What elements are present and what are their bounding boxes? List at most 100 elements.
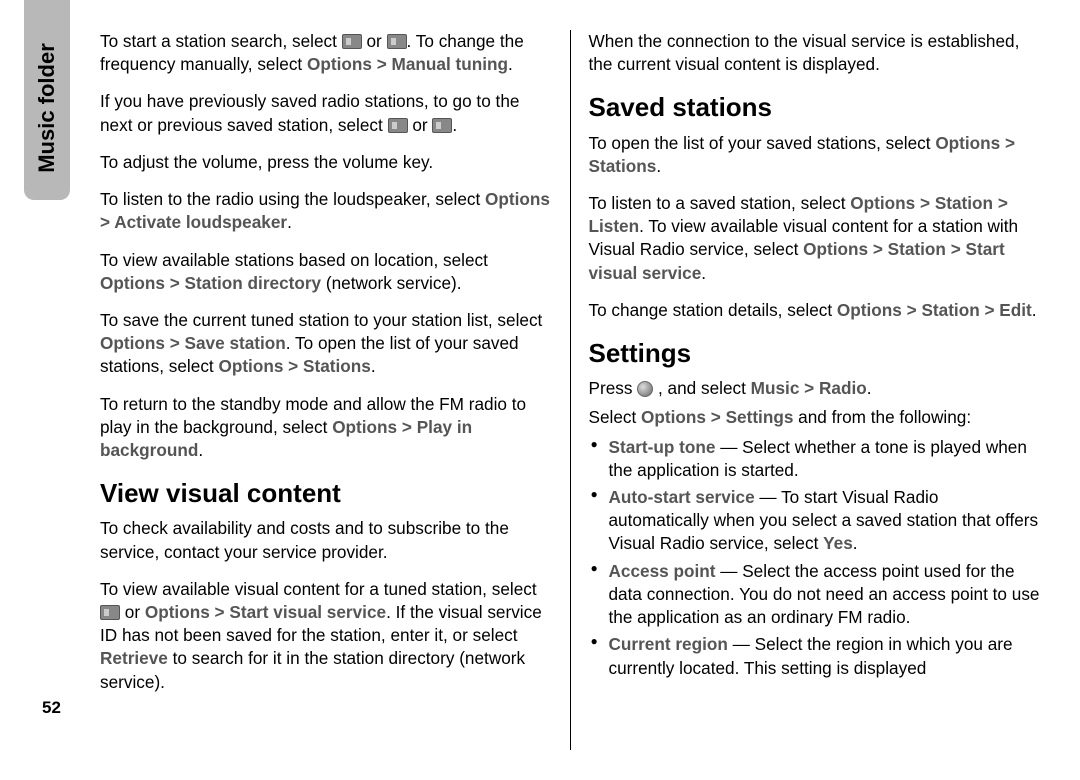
menu-path: Options (100, 333, 165, 353)
para-edit-station: To change station details, select Option… (589, 299, 1041, 322)
menu-path: Activate loudspeaker (114, 212, 287, 232)
menu-path: Options (803, 239, 868, 259)
manual-page: Music folder 52 To start a station searc… (0, 0, 1080, 780)
text: . (1032, 300, 1037, 320)
para-saved-next: If you have previously saved radio stati… (100, 90, 552, 136)
menu-path: Station (921, 300, 979, 320)
menu-path: Edit (999, 300, 1031, 320)
menu-path: Options (935, 133, 1000, 153)
settings-list: Start-up tone — Select whether a tone is… (589, 436, 1041, 680)
text: To save the current tuned station to you… (100, 310, 542, 330)
left-column: To start a station search, select or . T… (100, 30, 570, 750)
para-station-search: To start a station search, select or . T… (100, 30, 552, 76)
setting-current-region: Current region — Select the region in wh… (589, 633, 1041, 679)
sep: > (980, 300, 1000, 320)
menu-path: Radio (819, 378, 867, 398)
text: , and select (653, 378, 750, 398)
menu-path: Options (641, 407, 706, 427)
menu-path: Retrieve (100, 648, 168, 668)
text: . (656, 156, 661, 176)
sep: > (1000, 133, 1015, 153)
text: Select (589, 407, 642, 427)
menu-path: Station directory (185, 273, 322, 293)
visual-icon (100, 605, 120, 620)
text: or (120, 602, 145, 622)
text: To change station details, select (589, 300, 837, 320)
menu-path: Options (145, 602, 210, 622)
para-press-music: Press , and select Music > Radio. (589, 377, 1041, 400)
setting-title: Access point (609, 561, 716, 581)
text: To listen to a saved station, select (589, 193, 851, 213)
setting-title: Current region (609, 634, 728, 654)
sep: > (372, 54, 392, 74)
text: . (867, 378, 872, 398)
sep: > (165, 333, 185, 353)
sep: > (100, 212, 114, 232)
sep: > (946, 239, 966, 259)
para-availability: To check availability and costs and to s… (100, 517, 552, 563)
menu-path: Station (935, 193, 993, 213)
menu-key-icon (637, 381, 653, 397)
para-loudspeaker: To listen to the radio using the loudspe… (100, 188, 552, 234)
menu-path: Stations (589, 156, 657, 176)
para-save-station: To save the current tuned station to you… (100, 309, 552, 379)
menu-path: Options (100, 273, 165, 293)
heading-saved-stations: Saved stations (589, 90, 1041, 125)
text: To listen to the radio using the loudspe… (100, 189, 485, 209)
sep: > (283, 356, 303, 376)
menu-path: Music (751, 378, 800, 398)
setting-title: Start-up tone (609, 437, 716, 457)
sep: > (210, 602, 230, 622)
sep: > (165, 273, 185, 293)
setting-access-point: Access point — Select the access point u… (589, 560, 1041, 630)
prev-station-icon (432, 118, 452, 133)
menu-path: Options (307, 54, 372, 74)
text: (network service). (321, 273, 461, 293)
para-volume: To adjust the volume, press the volume k… (100, 151, 552, 174)
right-column: When the connection to the visual servic… (570, 30, 1041, 750)
page-number: 52 (42, 698, 61, 718)
setting-startup-tone: Start-up tone — Select whether a tone is… (589, 436, 1041, 482)
text: To start a station search, select (100, 31, 342, 51)
para-listen-saved: To listen to a saved station, select Opt… (589, 192, 1041, 285)
text: . (198, 440, 203, 460)
menu-path: Save station (185, 333, 286, 353)
menu-path: Start visual service (229, 602, 386, 622)
menu-path: Options (332, 417, 397, 437)
text: To view available visual content for a t… (100, 579, 537, 599)
para-connection: When the connection to the visual servic… (589, 30, 1041, 76)
section-tab: Music folder (24, 0, 70, 200)
section-tab-label: Music folder (34, 43, 60, 173)
menu-path: Yes (823, 533, 853, 553)
para-select-settings: Select Options > Settings and from the f… (589, 406, 1041, 429)
sep: > (993, 193, 1008, 213)
menu-path: Manual tuning (392, 54, 508, 74)
text: To open the list of your saved stations,… (589, 133, 936, 153)
next-station-icon (388, 118, 408, 133)
menu-path: Options (485, 189, 550, 209)
menu-path: Options (218, 356, 283, 376)
heading-settings: Settings (589, 336, 1041, 371)
sep: > (799, 378, 819, 398)
setting-auto-start: Auto-start service — To start Visual Rad… (589, 486, 1041, 556)
text: Press (589, 378, 638, 398)
text: . (287, 212, 292, 232)
setting-title: Auto-start service (609, 487, 755, 507)
text: To view available stations based on loca… (100, 250, 488, 270)
menu-path: Options (837, 300, 902, 320)
para-open-saved: To open the list of your saved stations,… (589, 132, 1041, 178)
text: . (371, 356, 376, 376)
heading-view-visual: View visual content (100, 476, 552, 511)
scan-down-icon (387, 34, 407, 49)
scan-up-icon (342, 34, 362, 49)
para-visual-content: To view available visual content for a t… (100, 578, 552, 694)
menu-path: Options (850, 193, 915, 213)
para-station-dir: To view available stations based on loca… (100, 249, 552, 295)
sep: > (902, 300, 922, 320)
text: . (701, 263, 706, 283)
sep: > (706, 407, 726, 427)
text: . (508, 54, 513, 74)
text: . (452, 115, 457, 135)
para-play-bg: To return to the standby mode and allow … (100, 393, 552, 463)
sep: > (868, 239, 888, 259)
